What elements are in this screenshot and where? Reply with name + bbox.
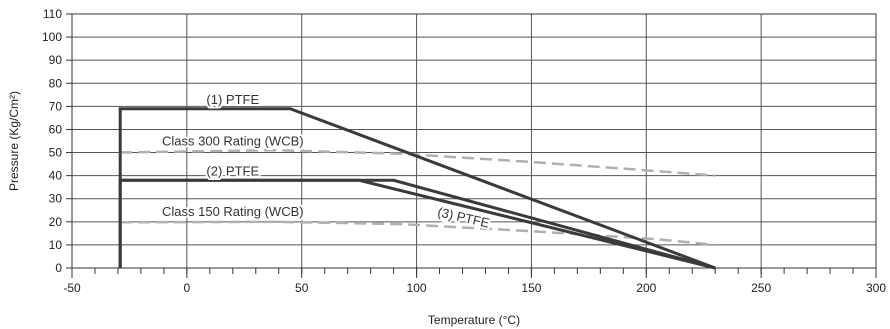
y-tick-label: 70: [49, 99, 63, 113]
annotation-label: (1) PTFE: [206, 92, 259, 107]
series-line-class-300-rating-wcb: [120, 148, 716, 177]
x-tick-label: 200: [636, 281, 656, 295]
series-line-3-ptfe: [120, 178, 716, 270]
y-tick-label: 40: [49, 169, 63, 183]
x-tick-label: -50: [63, 281, 81, 295]
y-tick-label: 30: [49, 192, 63, 206]
x-tick-label: 100: [407, 281, 427, 295]
y-tick-label: 50: [49, 146, 63, 160]
x-axis-title: Temperature (°C): [428, 313, 520, 327]
annotation-label: Class 150 Rating (WCB): [162, 204, 304, 219]
x-tick-label: 50: [295, 281, 309, 295]
y-tick-label: 0: [55, 261, 62, 275]
series-line-class-150-rating-wcb: [120, 220, 716, 247]
plot-frame: [71, 13, 877, 269]
y-tick-label: 90: [49, 53, 63, 67]
x-tick-label: 150: [521, 281, 541, 295]
y-tick-label: 100: [42, 30, 62, 44]
annotation-label: Class 300 Rating (WCB): [162, 134, 304, 149]
x-tick-label: 0: [184, 281, 191, 295]
y-tick-label: 80: [49, 76, 63, 90]
y-tick-label: 110: [43, 7, 62, 21]
y-tick-label: 10: [49, 238, 63, 252]
annotation-label: (2) PTFE: [206, 164, 259, 179]
x-tick-label: 300: [866, 281, 886, 295]
x-tick-label: 250: [751, 281, 771, 295]
y-tick-label: 60: [49, 122, 63, 136]
y-axis-title: Pressure (Kg/Cm²): [7, 91, 21, 191]
y-tick-label: 20: [49, 215, 63, 229]
